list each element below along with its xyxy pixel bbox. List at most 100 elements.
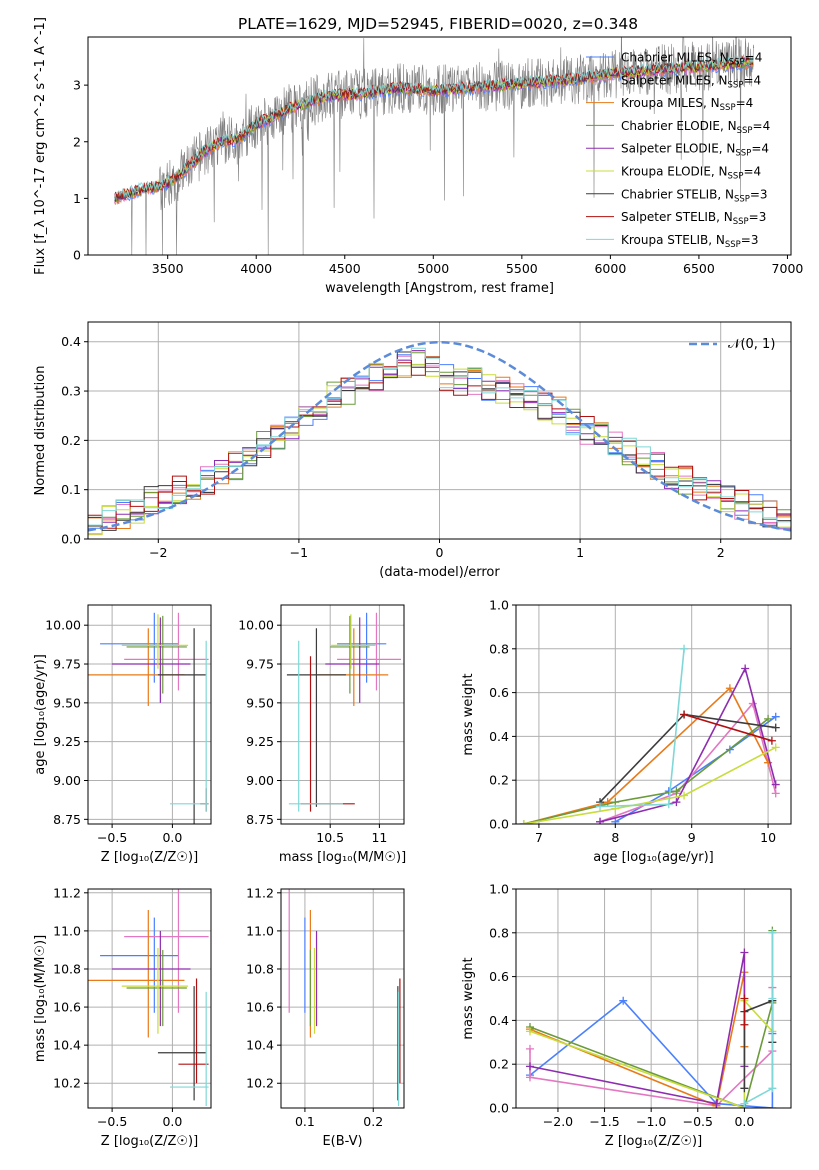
point-marker [680,644,689,653]
panel-age_vs_Z: −0.5 0.0 8.75 9.00 9.25 9.50 9.75 10.00 Z [log₁₀… [33,604,212,865]
y-tick-label: 10.4 [246,1038,274,1053]
errorbar-kroupa-stelib [288,640,343,812]
x-tick-label: 1 [576,545,584,560]
series-line [683,713,773,742]
series-line [523,686,769,824]
x-axis-label: Z [log₁₀(Z/Z☉)] [605,1134,702,1149]
y-tick-label: 1.0 [489,598,509,613]
y-tick-label: 0.6 [489,969,509,984]
point-marker [525,1044,534,1053]
errorbar-chabrier-miles [337,612,387,683]
y-tick-label: 10.00 [45,618,81,633]
panel-residuals: −2 −1 0 1 2 0.0 0.1 0.2 0.3 0.4 (data-model)/error… [33,321,792,580]
x-tick-label: 5000 [417,261,449,276]
point-marker [680,710,689,719]
point-marker [768,994,777,1003]
axes-frame [87,36,792,256]
x-tick-label: −0.5 [97,1114,127,1129]
x-tick-label: −0.5 [97,830,127,845]
axes-frame [515,888,792,1109]
point-marker [525,1062,534,1071]
y-tick-label: 10.8 [246,961,274,976]
x-axis-label: (data-model)/error [379,565,500,580]
point-marker [596,802,605,811]
x-tick-label: 0.0 [162,830,182,845]
y-tick-label: 11.0 [246,923,274,938]
y-tick-label: 10.4 [53,1038,81,1053]
errorbar-chabrier-miles [100,612,179,683]
errorbar-chabrier-stelib [286,628,346,807]
point-marker [664,787,673,796]
y-tick-label: 1.0 [489,882,509,897]
series-line [744,932,774,1105]
normal-curve [88,340,791,532]
plot-area [288,889,401,1107]
errorbar-salpeter-miles [124,889,209,1013]
y-tick-label: 2 [73,134,81,149]
series-line [599,701,777,823]
x-tick-label: −1.5 [589,1114,619,1129]
errorbar-kroupa-stelib [170,991,209,1107]
panel-spectrum: 3500 4000 4500 5000 5500 6000 6500 7000 0 1 2 3 wave… [33,17,803,296]
series-kroupa-elodie [519,743,780,824]
spectrum-legend: Chabrier MILES, NSSP=4 Salpeter MILES, NS… [586,51,770,250]
axes-frame [87,604,212,825]
y-axis-label: Flux [f_λ 10^-17 erg cm^-2 s^-1 A^-1] [33,17,48,275]
series-salpeter-elodie [525,948,749,1108]
x-tick-label: 0.1 [295,1114,315,1129]
x-tick-label: 0.0 [162,1114,182,1129]
model-line-kroupa-stelib [114,55,754,199]
errorbar-salpeter-elodie [112,930,191,1027]
plot-area [88,612,209,824]
legend-label: Salpeter ELODIE, NSSP=4 [621,142,769,159]
y-tick-label: 11.2 [53,885,81,900]
x-tick-label: 11 [371,830,387,845]
point-marker [740,994,749,1003]
point-marker [525,1073,534,1082]
series-salpeter-stelib [680,710,776,745]
x-tick-label: 0 [436,545,444,560]
series-line [529,952,746,1105]
legend-label: 𝒩(0, 1) [728,337,775,352]
y-tick-label: 10.6 [246,1000,274,1015]
y-tick-label: 9.25 [246,734,274,749]
x-axis-label: Z [log₁₀(Z/Z☉)] [101,850,198,865]
y-axis-label: age [log₁₀(age/yr)] [33,654,48,775]
x-axis-label: wavelength [Angstrom, rest frame] [325,281,554,296]
x-axis-label: age [log₁₀(age/yr)] [593,850,714,865]
x-tick-label: 8 [611,830,619,845]
y-tick-label: 10.2 [53,1076,81,1091]
legend-label: Kroupa MILES, NSSP=4 [621,96,753,113]
point-marker [768,928,777,937]
point-marker [740,1020,749,1029]
y-axis-label: mass [log₁₀(M/M☉)] [33,935,48,1062]
point-marker [767,736,776,745]
x-tick-label: 7 [535,830,543,845]
x-tick-label: 6000 [594,261,626,276]
y-tick-label: 10.6 [53,1000,81,1015]
x-axis-label: mass [log₁₀(M/M☉)] [279,850,406,865]
y-axis-label: Normed distribution [33,366,48,496]
point-marker [725,684,734,693]
point-marker [768,1084,777,1093]
legend-label: Chabrier ELODIE, NSSP=4 [621,119,770,136]
panel-weight_vs_age: 7 8 9 10 0.0 0.2 0.4 0.6 0.8 1.0 age [log₁₀(age/yr… [461,598,792,865]
y-tick-label: 11.2 [246,885,274,900]
x-tick-label: 10.5 [316,830,344,845]
series-chabrier-stelib [596,710,780,807]
point-marker [712,1099,721,1108]
x-tick-label: 10 [760,830,776,845]
point-marker [771,789,780,798]
y-tick-label: 0.1 [61,482,81,497]
x-tick-label: 0.0 [734,1114,754,1129]
y-tick-label: 8.75 [53,812,81,827]
x-tick-label: 0.2 [363,1114,383,1129]
y-tick-label: 0.4 [489,729,509,744]
errorbar-chabrier-elodie [126,949,187,1027]
series-chabrier-elodie [519,714,773,824]
point-marker [672,798,681,807]
x-tick-label: −2.0 [543,1114,573,1129]
panel-age_vs_mass: 10.5 11 8.75 9.00 9.25 9.50 9.75 10.00 mass [log… [238,604,406,865]
errorbar-chabrier-stelib [157,628,207,824]
errorbar-salpeter-stelib [178,978,209,1084]
